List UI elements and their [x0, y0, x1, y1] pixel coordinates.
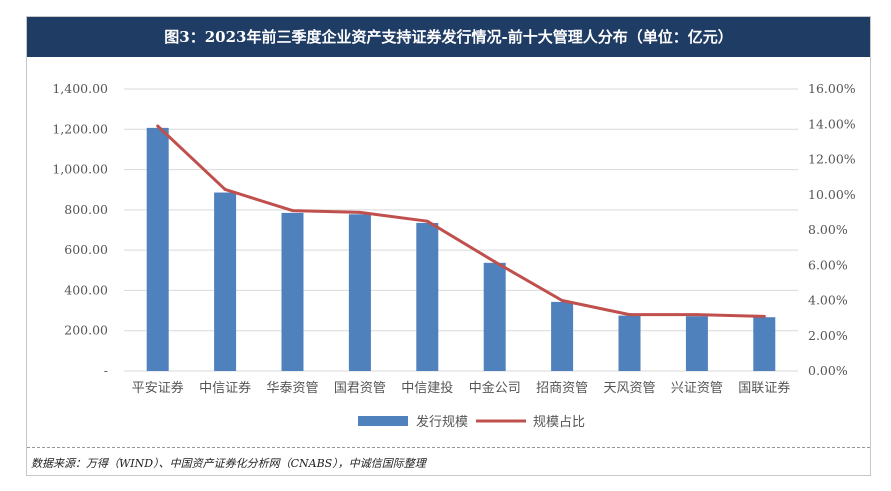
- line-point: [560, 299, 564, 302]
- y-right-tick-label: 14.00%: [808, 116, 856, 131]
- line-point: [291, 209, 294, 213]
- category-label: 中金公司: [469, 380, 521, 396]
- y-right-tick-label: 0.00%: [808, 363, 848, 378]
- bar: [551, 301, 574, 371]
- line-point: [156, 124, 160, 128]
- category-label: 华泰资管: [266, 381, 318, 396]
- y-left-tick-label: 200.00: [64, 323, 108, 338]
- category-label: 国联证券: [738, 380, 790, 396]
- y-right-tick-label: 8.00%: [808, 222, 848, 237]
- category-label: 中信证券: [199, 380, 251, 396]
- y-left-tick-label: 1,000.00: [52, 162, 108, 177]
- y-left-tick-label: 1,200.00: [52, 121, 108, 136]
- bar: [483, 262, 506, 371]
- category-label: 国君资管: [334, 381, 386, 396]
- chart-title: 图3：2023年前三季度企业资产支持证券发行情况-前十大管理人分布（单位：亿元）: [27, 17, 870, 57]
- line-point: [425, 219, 429, 223]
- line-point: [223, 187, 227, 191]
- source-divider: [27, 447, 870, 448]
- data-source-note: 数据来源：万得（WIND）、中国资产证券化分析网（CNABS），中诚信国际整理: [31, 457, 426, 470]
- y-right-tick-label: 12.00%: [808, 152, 856, 167]
- y-left-tick-label: 1,400.00: [52, 81, 108, 96]
- y-right-tick-label: 16.00%: [808, 81, 856, 96]
- bar: [416, 222, 439, 371]
- bar: [685, 316, 708, 371]
- category-label: 招商资管: [536, 381, 588, 396]
- legend-label-line: 规模占比: [533, 415, 585, 430]
- bar: [214, 192, 237, 371]
- y-left-tick-label: 800.00: [64, 202, 108, 217]
- series-line-share: [156, 124, 765, 318]
- bar: [146, 127, 169, 371]
- y-right-tick-label: 2.00%: [808, 328, 848, 343]
- category-label: 中信建投: [401, 380, 453, 396]
- category-label: 兴证资管: [671, 381, 723, 396]
- y-right-tick-label: 6.00%: [808, 257, 848, 272]
- line-point: [493, 260, 497, 264]
- y-right-tick-label: 10.00%: [808, 187, 856, 202]
- line-point: [695, 313, 699, 317]
- y-left-tick-label: 400.00: [64, 282, 108, 297]
- y-right-tick-label: 4.00%: [808, 293, 848, 308]
- category-label: 平安证券: [132, 380, 184, 396]
- line-point: [628, 313, 631, 317]
- category-label: 天风资管: [603, 381, 655, 396]
- bar: [618, 315, 641, 371]
- legend-swatch-bar: [358, 416, 408, 426]
- legend-label-bar: 发行规模: [416, 414, 468, 430]
- y-left-tick-label: 600.00: [64, 242, 108, 257]
- bar: [348, 214, 371, 371]
- bar: [281, 212, 304, 371]
- line-point: [762, 314, 766, 318]
- y-left-tick-label: -: [104, 363, 108, 378]
- line-point: [358, 210, 362, 214]
- bar: [753, 317, 776, 371]
